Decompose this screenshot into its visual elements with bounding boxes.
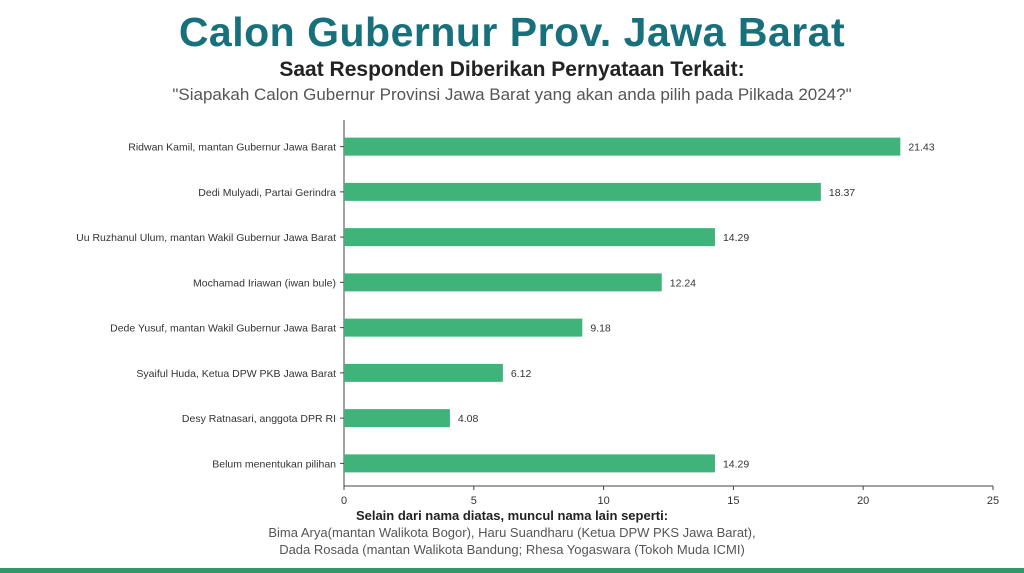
value-label: 9.18 (590, 323, 611, 335)
footnote-line-2: Dada Rosada (mantan Walikota Bandung; Rh… (279, 542, 745, 557)
category-label: Syaiful Huda, Ketua DPW PKB Jawa Barat (136, 368, 336, 380)
category-label: Mochamad Iriawan (iwan bule) (193, 277, 336, 289)
bar (344, 409, 450, 428)
value-label: 14.29 (723, 458, 749, 470)
category-label: Uu Ruzhanul Ulum, mantan Wakil Gubernur … (76, 232, 336, 244)
bar (344, 137, 901, 156)
category-label: Belum menentukan pilihan (212, 458, 336, 470)
category-label: Desy Ratnasari, anggota DPR RI (182, 413, 336, 425)
value-label: 14.29 (723, 232, 749, 244)
value-label: 12.24 (670, 277, 696, 289)
survey-question: "Siapakah Calon Gubernur Provinsi Jawa B… (172, 85, 852, 104)
chart-title: Calon Gubernur Prov. Jawa Barat (178, 9, 846, 55)
category-label: Dedi Mulyadi, Partai Gerindra (198, 187, 336, 199)
bar (344, 228, 715, 247)
category-label: Ridwan Kamil, mantan Gubernur Jawa Barat (128, 142, 336, 154)
bar (344, 454, 715, 473)
x-tick-label: 15 (727, 495, 739, 506)
footnote-line-1: Bima Arya(mantan Walikota Bogor), Haru S… (268, 525, 756, 540)
value-label: 4.08 (458, 413, 479, 425)
x-tick-label: 20 (857, 495, 869, 506)
x-tick-label: 5 (471, 495, 477, 506)
value-label: 21.43 (908, 142, 934, 154)
category-label: Dede Yusuf, mantan Wakil Gubernur Jawa B… (110, 323, 336, 335)
value-label: 6.12 (511, 368, 532, 380)
footnote-heading: Selain dari nama diatas, muncul nama lai… (355, 508, 669, 523)
bar (344, 363, 503, 382)
bottom-accent-strip (0, 568, 1024, 573)
x-tick-label: 25 (987, 495, 999, 506)
footnote: Selain dari nama diatas, muncul nama lai… (0, 507, 1024, 558)
bar (344, 273, 662, 292)
value-label: 18.37 (829, 187, 855, 199)
bar (344, 182, 821, 201)
chart-subtitle: Saat Responden Diberikan Pernyataan Terk… (279, 58, 745, 81)
bar (344, 318, 583, 337)
x-tick-label: 10 (597, 495, 609, 506)
bar-chart: 0 5 10 15 20 25 Ridwan Kamil, mantan Gubernur … (76, 120, 999, 506)
x-tick-label: 0 (341, 495, 347, 506)
